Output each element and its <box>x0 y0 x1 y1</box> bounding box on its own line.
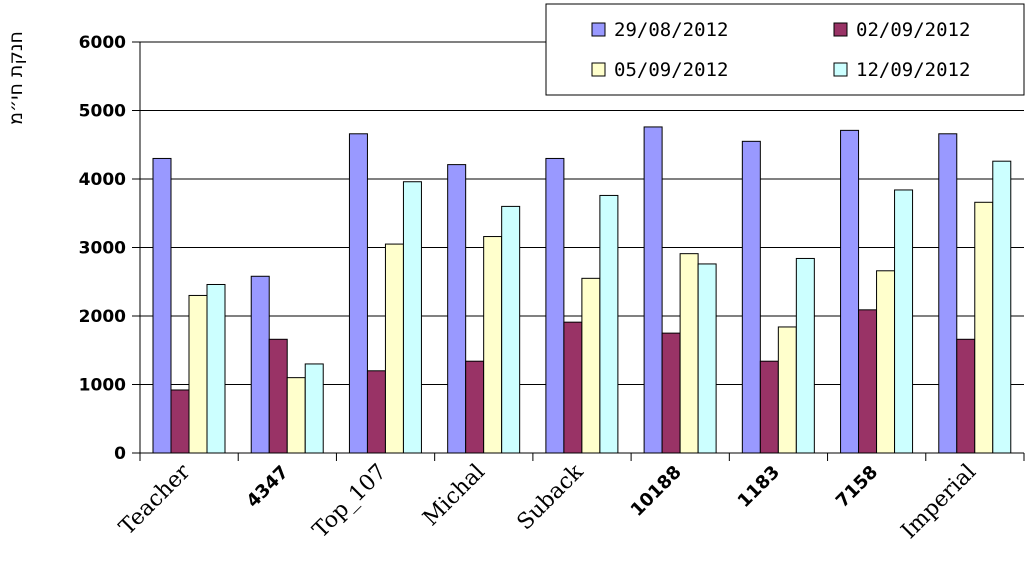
bar <box>304 363 324 454</box>
bar <box>501 205 521 454</box>
x-tick-label: 7158 <box>832 462 882 512</box>
bar <box>563 321 583 454</box>
y-tick-label: 3000 <box>79 239 126 259</box>
legend-swatch <box>833 22 848 37</box>
bar <box>250 275 270 454</box>
bar <box>697 263 717 454</box>
bar <box>777 326 797 454</box>
legend-label: 02/09/2012 <box>856 19 970 41</box>
y-tick-label: 0 <box>114 444 126 464</box>
bar <box>661 332 681 454</box>
bar <box>858 309 878 454</box>
bar <box>974 201 994 454</box>
bar <box>465 360 485 454</box>
y-axis-label: חנקת חי״מ <box>5 31 27 125</box>
x-tick-label: Top_107 <box>308 460 392 544</box>
legend-swatch <box>591 22 606 37</box>
bar <box>938 133 958 454</box>
y-tick-label: 6000 <box>79 33 126 53</box>
bar <box>795 257 815 454</box>
bar <box>447 164 467 454</box>
bar <box>483 236 503 454</box>
bar <box>545 157 565 454</box>
legend-box <box>545 3 1025 96</box>
bar <box>286 377 306 454</box>
x-tick-label: Suback <box>513 459 589 535</box>
bar <box>741 140 761 454</box>
legend-label: 12/09/2012 <box>856 59 970 81</box>
bar <box>206 283 226 454</box>
x-tick-label: 10188 <box>627 462 686 521</box>
bar <box>840 129 860 454</box>
bar <box>679 253 699 454</box>
bar <box>366 370 386 454</box>
bar <box>643 126 663 454</box>
bar <box>170 389 190 454</box>
bar <box>348 133 368 454</box>
legend-swatch <box>833 62 848 77</box>
bar <box>188 294 208 454</box>
bar <box>992 160 1012 454</box>
y-tick-label: 2000 <box>79 307 126 327</box>
bar <box>894 189 914 454</box>
bar <box>599 194 619 454</box>
bars <box>152 126 1012 454</box>
x-tick-label: Teacher <box>115 459 196 540</box>
legend-swatch <box>591 62 606 77</box>
y-tick-label: 4000 <box>79 170 126 190</box>
bar <box>268 338 288 454</box>
bar <box>956 338 976 454</box>
x-tick-label: 4347 <box>243 462 293 512</box>
y-tick-label: 1000 <box>79 376 126 396</box>
bar <box>402 181 422 454</box>
legend: 29/08/2012 02/09/2012 05/09/2012 12/09/2012 <box>545 3 1025 96</box>
bar <box>876 270 896 454</box>
x-tick-label: Imperial <box>897 460 981 544</box>
x-tick-label: 1183 <box>734 462 784 512</box>
bar <box>581 277 601 454</box>
legend-label: 05/09/2012 <box>614 59 728 81</box>
x-tick-label: Michal <box>418 460 490 532</box>
bar <box>384 243 404 454</box>
legend-label: 29/08/2012 <box>614 19 728 41</box>
bar <box>759 360 779 454</box>
y-tick-label: 5000 <box>79 102 126 122</box>
bar <box>152 157 172 454</box>
